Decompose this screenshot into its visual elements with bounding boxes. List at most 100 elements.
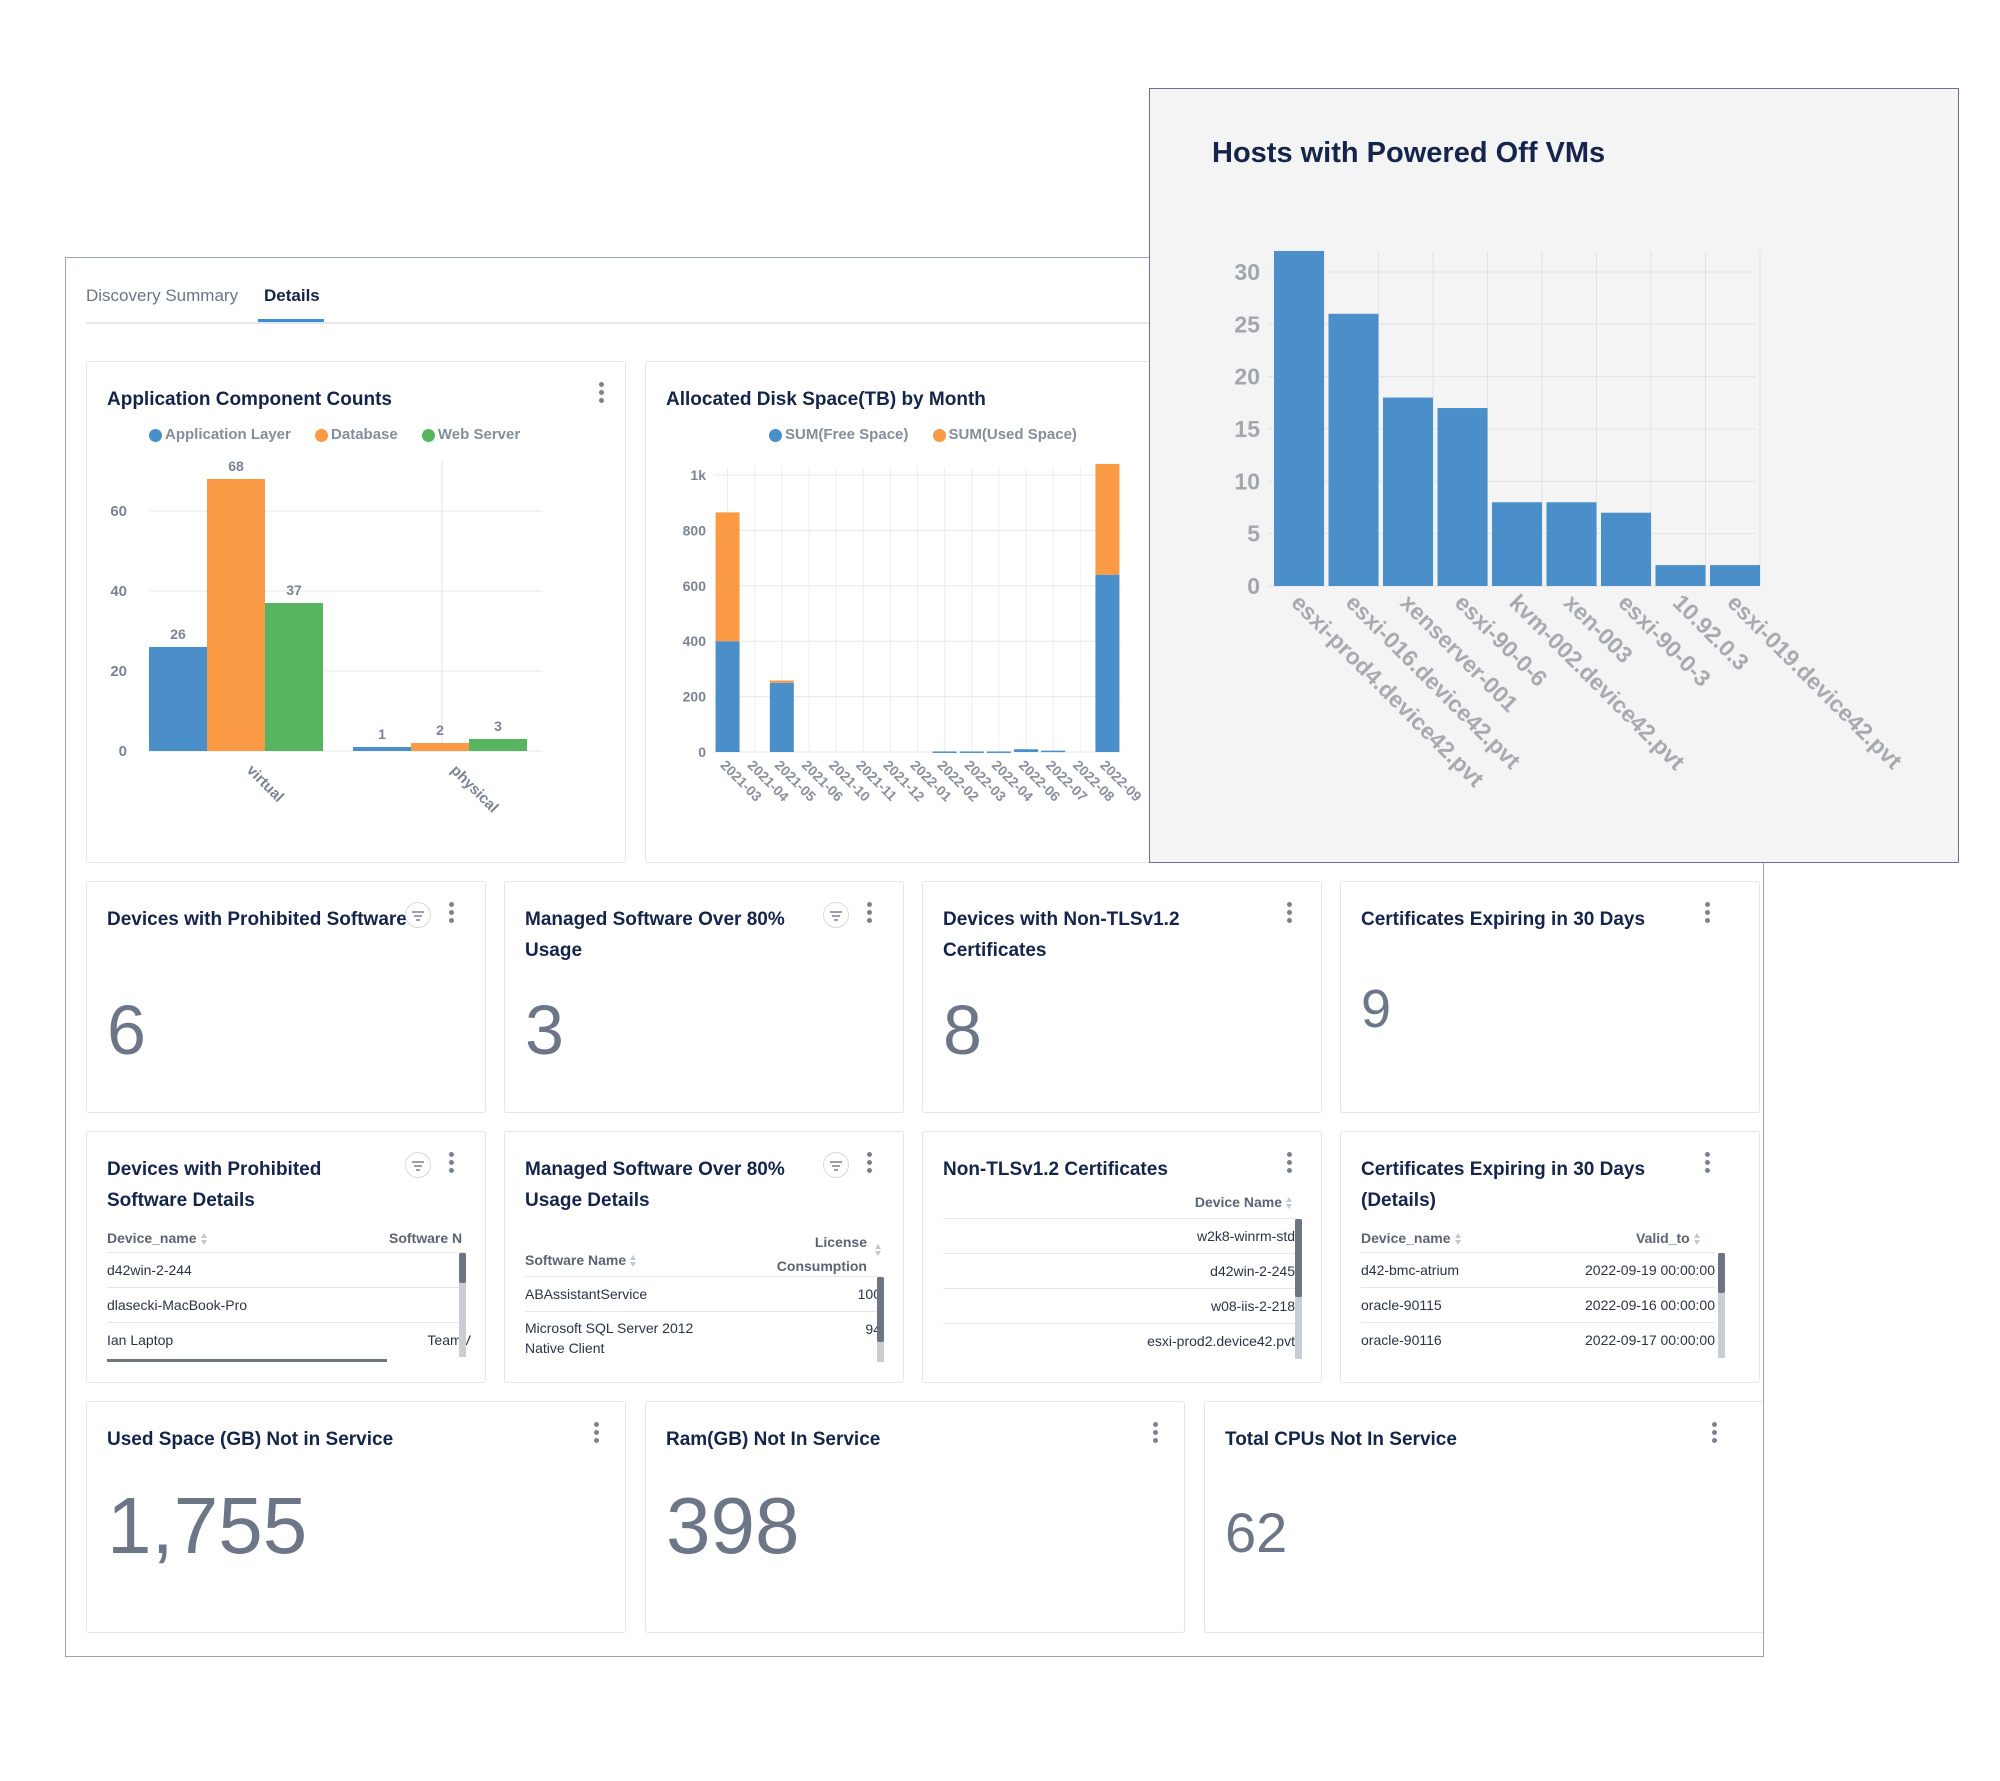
sort-icon[interactable] <box>1693 1233 1701 1246</box>
sort-icon[interactable] <box>630 1255 637 1268</box>
more-options-icon[interactable] <box>1285 902 1293 928</box>
filter-icon[interactable] <box>823 1152 849 1178</box>
column-header-device-name[interactable]: Device_name <box>1361 1230 1462 1246</box>
bar-segment <box>986 751 1011 753</box>
bar-segment <box>769 680 794 683</box>
card-title: Total CPUs Not In Service <box>1225 1429 1457 1450</box>
table-row[interactable]: oracle-90115 2022-09-16 00:00:00 <box>1361 1287 1715 1322</box>
bar-segment <box>715 641 740 752</box>
bar <box>353 747 411 751</box>
table-row[interactable]: dlasecki-MacBook-Pro <box>107 1287 465 1322</box>
bar <box>1601 512 1651 586</box>
table-row[interactable]: Ian Laptop TeamV <box>107 1322 471 1357</box>
card-title: Application Component Counts <box>107 389 392 410</box>
sort-icon[interactable] <box>875 1244 882 1256</box>
data-label: 2 <box>436 722 444 738</box>
y-tick-label: 0 <box>698 744 706 760</box>
legend-item[interactable]: SUM(Free Space) <box>769 426 908 443</box>
kpi-value: 1,755 <box>107 1481 308 1570</box>
kpi-value: 9 <box>1361 979 1392 1039</box>
legend-item[interactable]: SUM(Used Space) <box>932 426 1077 443</box>
card-title: Ram(GB) Not In Service <box>666 1429 881 1450</box>
table-row[interactable]: esxi-prod2.device42.pvt <box>943 1323 1295 1358</box>
more-options-icon[interactable] <box>1703 1152 1711 1178</box>
vertical-scrollbar[interactable] <box>459 1253 466 1357</box>
legend-swatch <box>315 428 329 442</box>
bar <box>1655 565 1706 586</box>
more-options-icon[interactable] <box>447 902 455 928</box>
y-tick-label: 60 <box>110 503 127 520</box>
chart-legend: SUM(Free Space) SUM(Used Space) <box>769 426 1077 443</box>
legend-swatch <box>769 428 782 442</box>
more-options-icon[interactable] <box>865 1152 873 1178</box>
filter-icon[interactable] <box>823 902 849 928</box>
more-options-icon[interactable] <box>1703 902 1711 928</box>
legend-item[interactable]: Database <box>315 426 398 443</box>
table-row[interactable]: oracle-90116 2022-09-17 00:00:00 <box>1361 1322 1715 1357</box>
kpi-card-cpus: Total CPUs Not In Service 62 <box>1204 1401 1763 1633</box>
vertical-scrollbar[interactable] <box>1295 1219 1302 1359</box>
y-tick-label: 0 <box>119 743 127 760</box>
table-row[interactable]: ABAssistantService 100 <box>525 1276 881 1311</box>
filter-icon[interactable] <box>405 1152 431 1178</box>
kpi-card-managed-software: Managed Software Over 80% Usage 3 <box>504 881 904 1113</box>
table-row[interactable]: d42win-2-244 <box>107 1252 465 1287</box>
more-options-icon[interactable] <box>597 382 605 408</box>
table-row[interactable]: w2k8-winrm-std <box>943 1218 1295 1253</box>
bar <box>265 603 323 751</box>
table-row[interactable]: d42-bmc-atrium 2022-09-19 00:00:00 <box>1361 1252 1715 1287</box>
kpi-card-used-space: Used Space (GB) Not in Service 1,755 <box>86 1401 626 1633</box>
legend-item[interactable]: Application Layer <box>149 426 291 443</box>
bar-segment <box>769 682 794 752</box>
sort-icon[interactable] <box>200 1233 208 1246</box>
bar <box>207 479 265 751</box>
vertical-scrollbar[interactable] <box>877 1277 884 1362</box>
card-title: Certificates Expiring in 30 Days (Detail… <box>1361 1159 1646 1211</box>
column-header-valid-to[interactable]: Valid_to <box>1636 1230 1701 1246</box>
data-label: 3 <box>494 718 502 734</box>
table-row[interactable]: d42win-2-245 <box>943 1253 1295 1288</box>
table-row[interactable]: w08-iis-2-218 <box>943 1288 1295 1323</box>
chart-legend: Application Layer Database Web Server <box>149 426 520 443</box>
kpi-card-prohibited: Devices with Prohibited Software 6 <box>86 881 486 1113</box>
bar <box>1710 565 1760 586</box>
sort-icon[interactable] <box>1454 1233 1462 1246</box>
column-header-device-name[interactable]: Device Name <box>1195 1194 1293 1210</box>
kpi-card-non-tls: Devices with Non-TLSv1.2 Certificates 8 <box>922 881 1322 1113</box>
card-title: Allocated Disk Space(TB) by Month <box>666 389 986 410</box>
y-tick-label: 15 <box>1234 416 1260 442</box>
more-options-icon[interactable] <box>1285 1152 1293 1178</box>
card-title: Certificates Expiring in 30 Days <box>1361 909 1646 930</box>
managed-software-table-card: Managed Software Over 80% Usage Details … <box>504 1131 904 1383</box>
more-options-icon[interactable] <box>1710 1422 1718 1448</box>
table-row[interactable]: Microsoft SQL Server 2012 Native Client 94 <box>525 1311 881 1362</box>
y-tick-label: 400 <box>683 633 707 649</box>
vertical-scrollbar[interactable] <box>1718 1253 1725 1358</box>
tab-details[interactable]: Details <box>264 286 320 305</box>
more-options-icon[interactable] <box>1151 1422 1159 1448</box>
kpi-card-ram: Ram(GB) Not In Service 398 <box>645 1401 1185 1633</box>
horizontal-scrollbar[interactable] <box>107 1359 387 1362</box>
column-header-device-name[interactable]: Device_name <box>107 1230 208 1246</box>
y-tick-label: 25 <box>1234 311 1260 337</box>
tab-discovery-summary[interactable]: Discovery Summary <box>86 286 239 305</box>
more-options-icon[interactable] <box>592 1422 600 1448</box>
column-header-software-name[interactable]: Software N <box>389 1230 463 1246</box>
more-options-icon[interactable] <box>865 902 873 928</box>
card-title: Devices with Non-TLSv1.2 Certificates <box>943 909 1180 961</box>
data-label: 1 <box>378 726 386 742</box>
y-tick-label: 0 <box>1247 573 1260 599</box>
kpi-value: 3 <box>525 991 564 1069</box>
column-header-software-name[interactable]: Software Name <box>525 1252 637 1268</box>
legend-swatch <box>421 428 435 442</box>
cert-expiring-table-card: Certificates Expiring in 30 Days (Detail… <box>1340 1131 1760 1383</box>
sort-icon[interactable] <box>1286 1197 1293 1210</box>
card-title: Devices with Prohibited Software Details <box>107 1159 322 1211</box>
column-header-license-consumption[interactable]: License Consumption <box>776 1234 867 1274</box>
bar <box>411 743 469 751</box>
filter-icon[interactable] <box>405 902 431 928</box>
more-options-icon[interactable] <box>447 1152 455 1178</box>
bar <box>1492 502 1542 586</box>
bar <box>469 739 527 751</box>
legend-item[interactable]: Web Server <box>421 426 520 443</box>
